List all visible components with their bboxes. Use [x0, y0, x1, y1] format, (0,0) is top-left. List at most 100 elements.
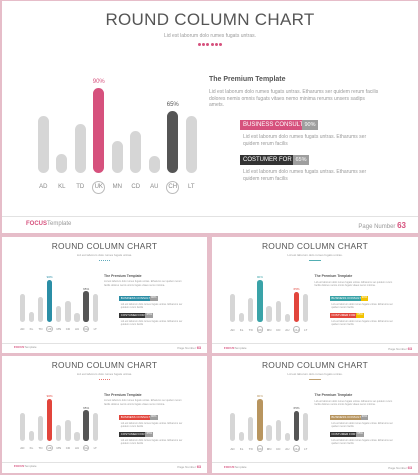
footer-divider: [212, 462, 418, 464]
dot: [108, 378, 111, 381]
bar-lt: [92, 293, 98, 322]
badge-label: COSTUMER FOR: [119, 312, 151, 318]
category-label: TD: [248, 327, 253, 332]
bar-value-label: 90%: [92, 78, 105, 85]
thumbnail-slide-4[interactable]: ROUND COLUMN CHART Lid est laborum dolo r…: [212, 356, 418, 473]
premium-template-body: Lid est laborum dolo rumes fugats untras…: [104, 399, 182, 406]
category-circle: [293, 445, 300, 452]
category-label: AU: [150, 184, 159, 190]
slide-subtitle: Lid est laborum dolo rumes fugats untras…: [76, 371, 133, 376]
category-label: TD: [248, 446, 253, 451]
badge-description: Lid est laborum dolo rumes fugats untras…: [243, 169, 367, 182]
category-label: AU: [74, 327, 80, 332]
badge-description: Lid est laborum dolo rumes fugats untras…: [120, 421, 183, 428]
bar-mn: [266, 425, 272, 442]
bar-kl: [238, 312, 245, 323]
badge-description: Lid est laborum dolo rumes fugats untras…: [331, 439, 393, 446]
category-label: AU: [285, 446, 290, 451]
dot: [319, 378, 321, 381]
dot: [315, 259, 317, 262]
page-number: Page Number 63: [177, 464, 201, 469]
bar-ch: [293, 291, 300, 323]
bar-uk: [46, 398, 53, 441]
category-circle: [256, 445, 264, 452]
thumbnail-slide-2[interactable]: ROUND COLUMN CHART Lid est laborum dolo r…: [212, 237, 418, 353]
badge-description: Lid est laborum dolo rumes fugats untras…: [331, 320, 393, 327]
bar-ad: [19, 293, 26, 322]
bar-value-label: 90%: [256, 275, 263, 280]
dot: [98, 259, 101, 262]
category-circle: [166, 181, 180, 194]
bar-au: [284, 432, 291, 442]
bar-ch: [83, 410, 89, 441]
bar-mn: [266, 306, 272, 323]
thumbnail-slide-3[interactable]: ROUND COLUMN CHART Lid est laborum dolo r…: [2, 356, 207, 473]
badge-label: COSTUMER FOR: [119, 431, 151, 437]
category-label: TD: [76, 184, 85, 190]
dot: [313, 259, 315, 262]
bar-value-label: 65%: [166, 102, 179, 109]
dot: [315, 378, 317, 381]
footer-brand-suffix: Template: [234, 345, 247, 350]
page-number: Page Number 63: [358, 221, 406, 230]
main-slide: ROUND COLUMN CHART Lid est laborum dolo r…: [2, 1, 418, 233]
bar-au: [284, 313, 291, 323]
dot: [106, 259, 109, 262]
bar-td: [37, 297, 44, 322]
bar-au: [74, 432, 80, 441]
slide-subtitle: Lid est laborum dolo rumes fugats untras…: [287, 252, 343, 257]
dot: [100, 378, 103, 381]
footer-divider: [2, 342, 207, 344]
category-circle: [46, 325, 53, 333]
page-number-label: Page Number: [177, 346, 196, 351]
category-label: KL: [239, 327, 244, 332]
dot: [206, 43, 210, 46]
title-dots: [212, 257, 418, 262]
bar-cd: [275, 301, 281, 323]
footer-brand-suffix: Template: [47, 221, 72, 227]
page-number-value: 63: [196, 345, 202, 351]
category-label: CH: [294, 446, 299, 451]
dot: [317, 259, 319, 262]
dot: [311, 378, 313, 381]
badge-label: BUSINESS CONSULT: [329, 295, 362, 301]
bar-value-label: 65%: [293, 287, 300, 292]
bar-lt: [302, 412, 309, 442]
premium-template-body: Lid est laborum dolo rumes fugats untras…: [104, 280, 182, 287]
badge-percent: 65%: [145, 431, 154, 437]
premium-template-title: The Premium Template: [104, 392, 142, 397]
page-number-value: 63: [397, 221, 406, 230]
round-column-chart: 90% 65%: [34, 1, 201, 173]
bar-au: [148, 155, 160, 173]
footer-brand-suffix: Template: [24, 345, 37, 350]
bar-td: [248, 297, 254, 323]
premium-template-title: The Premium Template: [314, 393, 353, 398]
slide-subtitle: Lid est laborum dolo rumes fugats untras…: [287, 371, 343, 376]
badge-label: BUSINESS CONSULT: [240, 120, 304, 130]
premium-template-title: The Premium Template: [314, 274, 353, 279]
category-label: UK: [94, 184, 103, 190]
bar-value-label: 90%: [256, 394, 263, 399]
category-label: AU: [74, 446, 80, 451]
page-number: Page Number 63: [177, 345, 201, 350]
slide-title: ROUND COLUMN CHART: [51, 241, 158, 252]
bar-td: [248, 416, 254, 442]
footer-brand-suffix: Template: [234, 464, 247, 469]
footer-divider: [212, 343, 418, 345]
badge-label: COSTUMER FOR: [329, 313, 362, 319]
dot: [108, 259, 111, 262]
dot: [313, 378, 315, 381]
bar-uk: [93, 87, 105, 173]
page-number-label: Page Number: [358, 224, 396, 230]
slide-title: ROUND COLUMN CHART: [51, 360, 158, 371]
bar-mn: [111, 140, 123, 173]
bar-cd: [65, 420, 71, 441]
category-circle: [293, 326, 300, 333]
badge-percent: 90%: [360, 414, 369, 420]
bar-cd: [130, 131, 142, 173]
badge-percent: 65%: [145, 312, 154, 318]
category-label: CD: [131, 184, 141, 190]
bar-ad: [229, 412, 236, 442]
thumbnail-slide-1[interactable]: ROUND COLUMN CHART Lid est laborum dolo r…: [2, 237, 207, 353]
slide-subtitle: Lid est laborum dolo rumes fugats untras…: [164, 33, 256, 39]
